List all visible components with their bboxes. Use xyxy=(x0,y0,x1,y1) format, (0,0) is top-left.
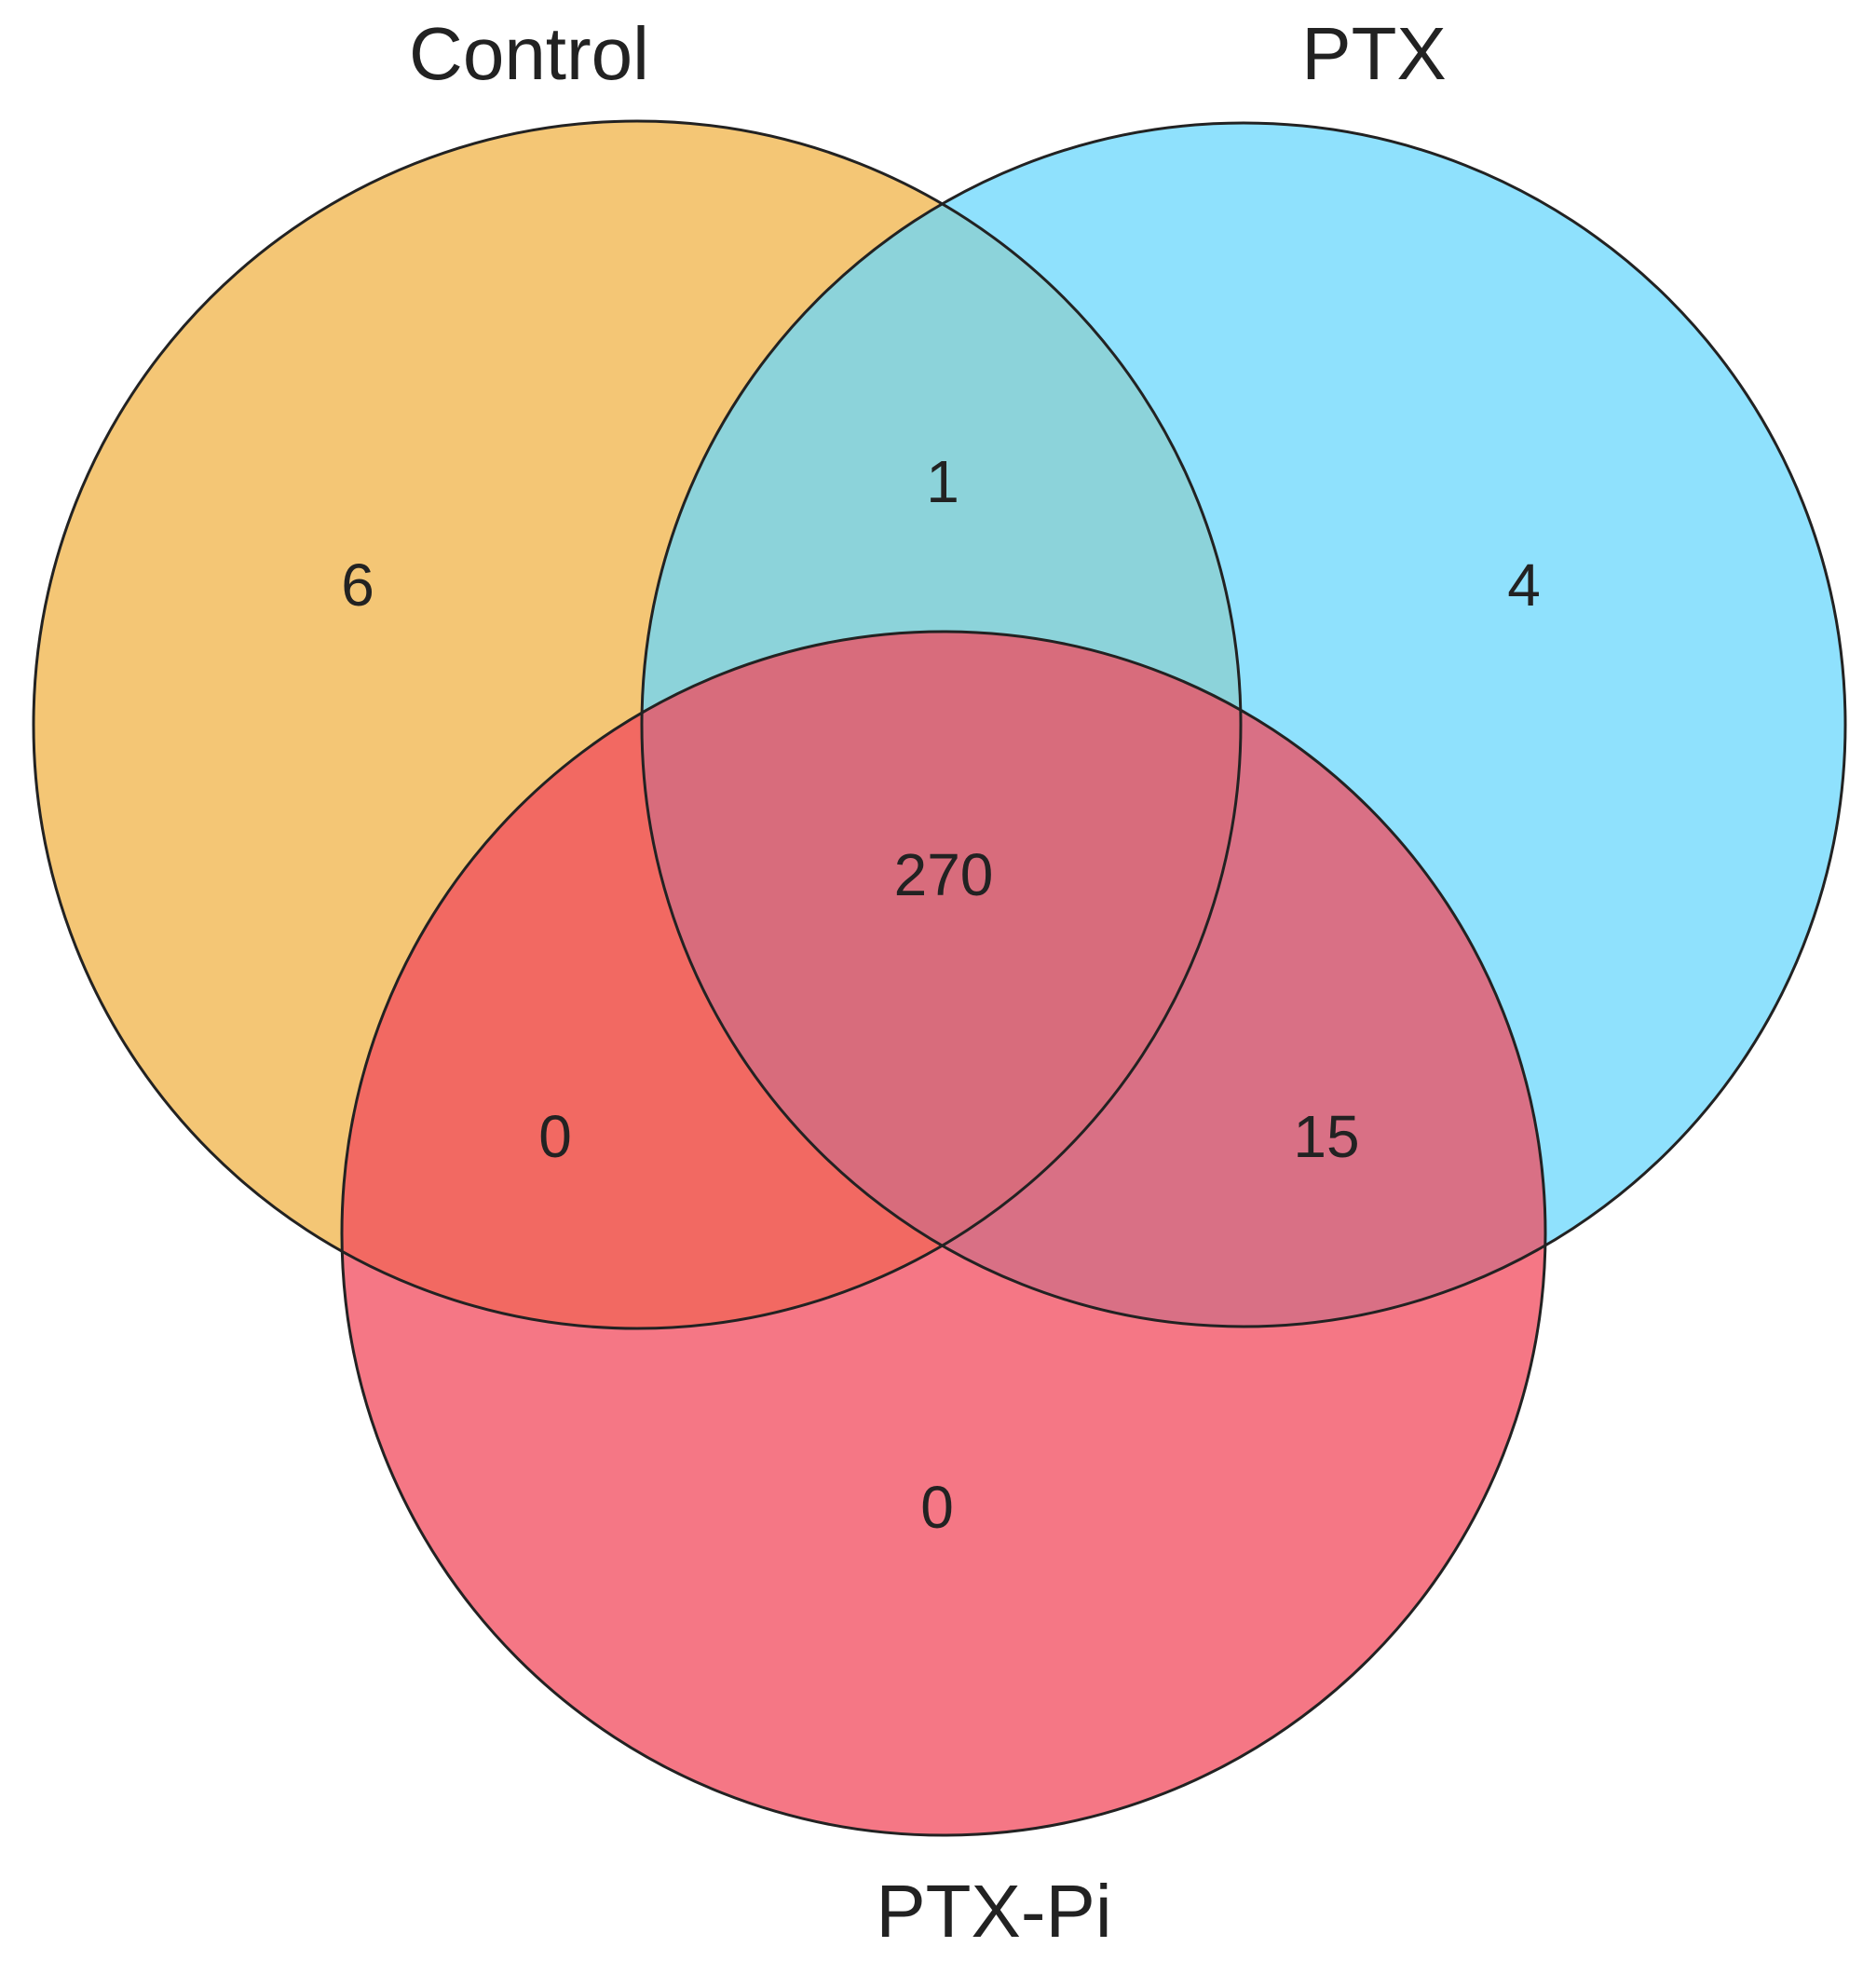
set-label: PTX xyxy=(1301,12,1447,95)
set-outlines xyxy=(32,119,1847,1837)
region-value: 1 xyxy=(926,448,959,515)
region-value: 15 xyxy=(1293,1103,1359,1170)
set-outline xyxy=(640,121,1847,1328)
set-label: PTX-Pi xyxy=(876,1870,1111,1953)
set-label: Control xyxy=(409,12,649,95)
region-value: 270 xyxy=(894,841,994,908)
region-value: 4 xyxy=(1507,551,1541,619)
set-outline xyxy=(340,630,1547,1837)
labels: Control PTX PTX-Pi 6 4 0 1 0 15 270 xyxy=(341,12,1541,1953)
region-value: 0 xyxy=(920,1474,954,1541)
set-fills xyxy=(34,121,1845,1835)
set-circle xyxy=(342,632,1545,1835)
set-outline xyxy=(32,119,1243,1330)
region-value: 6 xyxy=(341,551,374,619)
region-value: 0 xyxy=(538,1103,572,1170)
